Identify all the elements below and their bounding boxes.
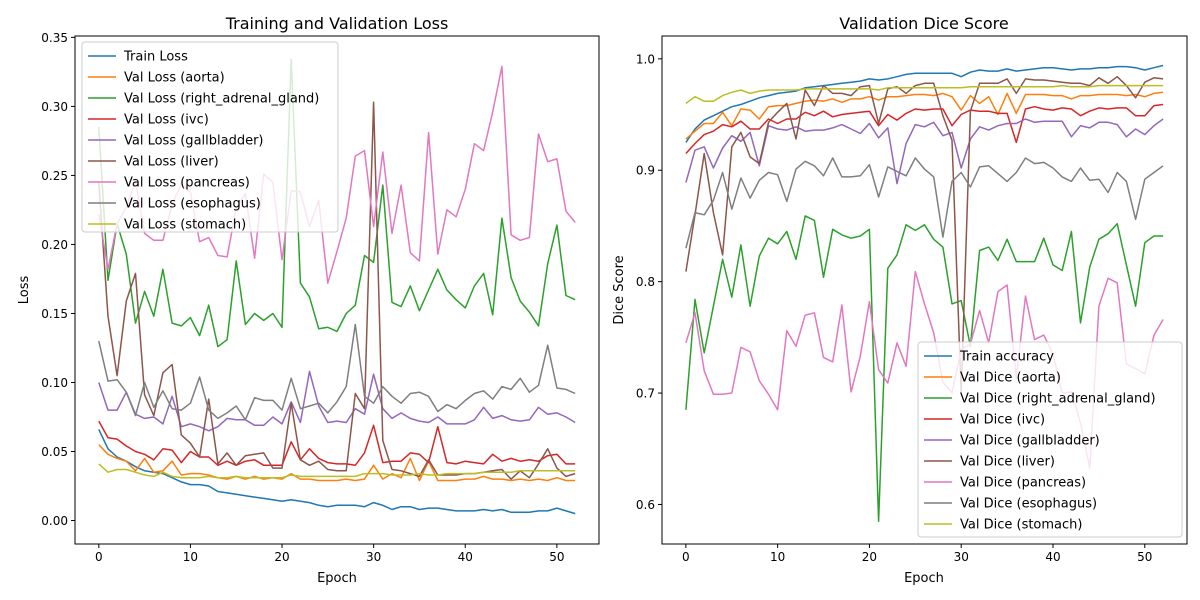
loss-y-tick-label-1: 0.05 [41, 445, 68, 459]
loss-y-tick-label-6: 0.30 [41, 100, 68, 114]
dice-series-line-2 [685, 215, 1164, 522]
loss-x-tick-label-3: 30 [366, 550, 381, 564]
dice-y-tick-label-3: 0.9 [636, 164, 655, 178]
loss-y-ticks: 0.00 0.05 0.10 0.15 0.20 0.25 0.30 0.35 [41, 31, 75, 528]
dice-y-ticks: 0.6 0.7 0.8 0.9 1.0 [636, 52, 662, 512]
loss-series-line-7 [98, 323, 576, 421]
dice-x-axis-label: Epoch [904, 571, 944, 586]
dice-legend-label-7: Val Dice (esophagus) [960, 497, 1097, 512]
dice-legend-label-1: Val Dice (aorta) [960, 371, 1061, 386]
loss-legend-label-5: Val Loss (liver) [124, 155, 219, 170]
dice-series-line-3 [685, 103, 1164, 155]
dice-legend-label-3: Val Dice (ivc) [960, 413, 1045, 428]
dice-x-tick-label-0: 0 [682, 550, 690, 564]
loss-series-line-1 [98, 444, 576, 482]
loss-chart-title: Training and Validation Loss [225, 14, 449, 33]
dice-x-tick-label-5: 50 [1137, 550, 1152, 564]
loss-series-line-2 [98, 58, 576, 348]
dice-legend-label-4: Val Dice (gallbladder) [960, 434, 1100, 449]
dice-legend-label-5: Val Dice (liver) [960, 455, 1055, 470]
loss-y-tick-label-4: 0.20 [41, 238, 68, 252]
loss-legend: Train Loss Val Loss (aorta) Val Loss (righ… [81, 41, 339, 233]
loss-x-tick-label-1: 10 [183, 550, 198, 564]
dice-legend-box [917, 341, 1183, 538]
loss-x-tick-label-0: 0 [95, 550, 103, 564]
loss-y-tick-label-0: 0.00 [41, 514, 68, 528]
dice-x-tick-label-2: 20 [862, 550, 877, 564]
dice-legend-label-0: Train accuracy [959, 350, 1054, 365]
loss-series-line-0 [98, 429, 576, 515]
loss-x-tick-label-4: 40 [458, 550, 473, 564]
loss-plot-frame [74, 35, 600, 545]
loss-legend-label-7: Val Loss (esophagus) [124, 197, 261, 212]
dice-legend: Train accuracy Val Dice (aorta) Val Dice (… [917, 341, 1183, 538]
loss-y-tick-label-5: 0.25 [41, 169, 68, 183]
loss-legend-label-4: Val Loss (gallbladder) [124, 134, 264, 149]
dice-plot-frame [661, 35, 1188, 545]
loss-y-tick-label-2: 0.10 [41, 376, 68, 390]
loss-legend-label-2: Val Loss (right_adrenal_gland) [124, 92, 319, 107]
loss-x-tick-label-5: 50 [549, 550, 564, 564]
dice-series-line-8 [685, 84, 1164, 105]
dice-x-ticks: 0 10 20 30 40 50 [682, 544, 1152, 564]
loss-series-line-3 [98, 420, 576, 467]
dice-chart: Validation Dice Score 0 10 20 30 40 50 0.6 0.7… [612, 14, 1188, 586]
dice-legend-label-2: Val Dice (right_adrenal_gland) [960, 392, 1156, 407]
dice-y-tick-label-1: 0.7 [636, 387, 655, 401]
dice-y-axis-label: Dice Score [612, 255, 627, 324]
loss-x-axis-label: Epoch [317, 571, 357, 586]
loss-series-line-5 [98, 101, 576, 480]
dice-series-line-0 [685, 64, 1164, 143]
loss-y-tick-label-3: 0.15 [41, 307, 68, 321]
dice-x-tick-label-3: 30 [954, 550, 969, 564]
loss-legend-label-3: Val Loss (ivc) [124, 113, 209, 128]
dice-legend-label-8: Val Dice (stomach) [960, 518, 1082, 533]
dice-x-tick-label-4: 40 [1045, 550, 1060, 564]
dice-series-line-7 [685, 157, 1164, 249]
dice-y-tick-label-2: 0.8 [636, 275, 655, 289]
loss-x-tick-label-2: 20 [274, 550, 289, 564]
dice-series-line-5 [685, 75, 1164, 394]
dice-series-line-1 [685, 91, 1164, 140]
dice-y-tick-label-0: 0.6 [636, 498, 655, 512]
loss-legend-label-8: Val Loss (stomach) [124, 218, 246, 233]
loss-legend-label-6: Val Loss (pancreas) [124, 176, 250, 191]
loss-legend-label-1: Val Loss (aorta) [124, 71, 225, 86]
dice-x-tick-label-1: 10 [770, 550, 785, 564]
loss-chart: Training and Validation Loss 0 10 20 30 40 50… [17, 14, 600, 586]
dice-y-tick-label-4: 1.0 [636, 52, 655, 66]
dice-chart-title: Validation Dice Score [839, 14, 1008, 33]
loss-x-ticks: 0 10 20 30 40 50 [95, 544, 565, 564]
dice-legend-label-6: Val Dice (pancreas) [960, 476, 1086, 491]
loss-legend-label-0: Train Loss [123, 50, 188, 65]
loss-y-tick-label-7: 0.35 [41, 31, 68, 45]
loss-legend-box [81, 41, 339, 233]
loss-series-line-8 [98, 463, 576, 479]
loss-lines [98, 58, 576, 515]
loss-y-axis-label: Loss [17, 276, 32, 305]
